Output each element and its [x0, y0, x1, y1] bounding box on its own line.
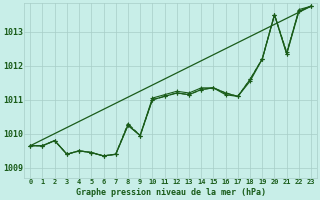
X-axis label: Graphe pression niveau de la mer (hPa): Graphe pression niveau de la mer (hPa) [76, 188, 266, 197]
